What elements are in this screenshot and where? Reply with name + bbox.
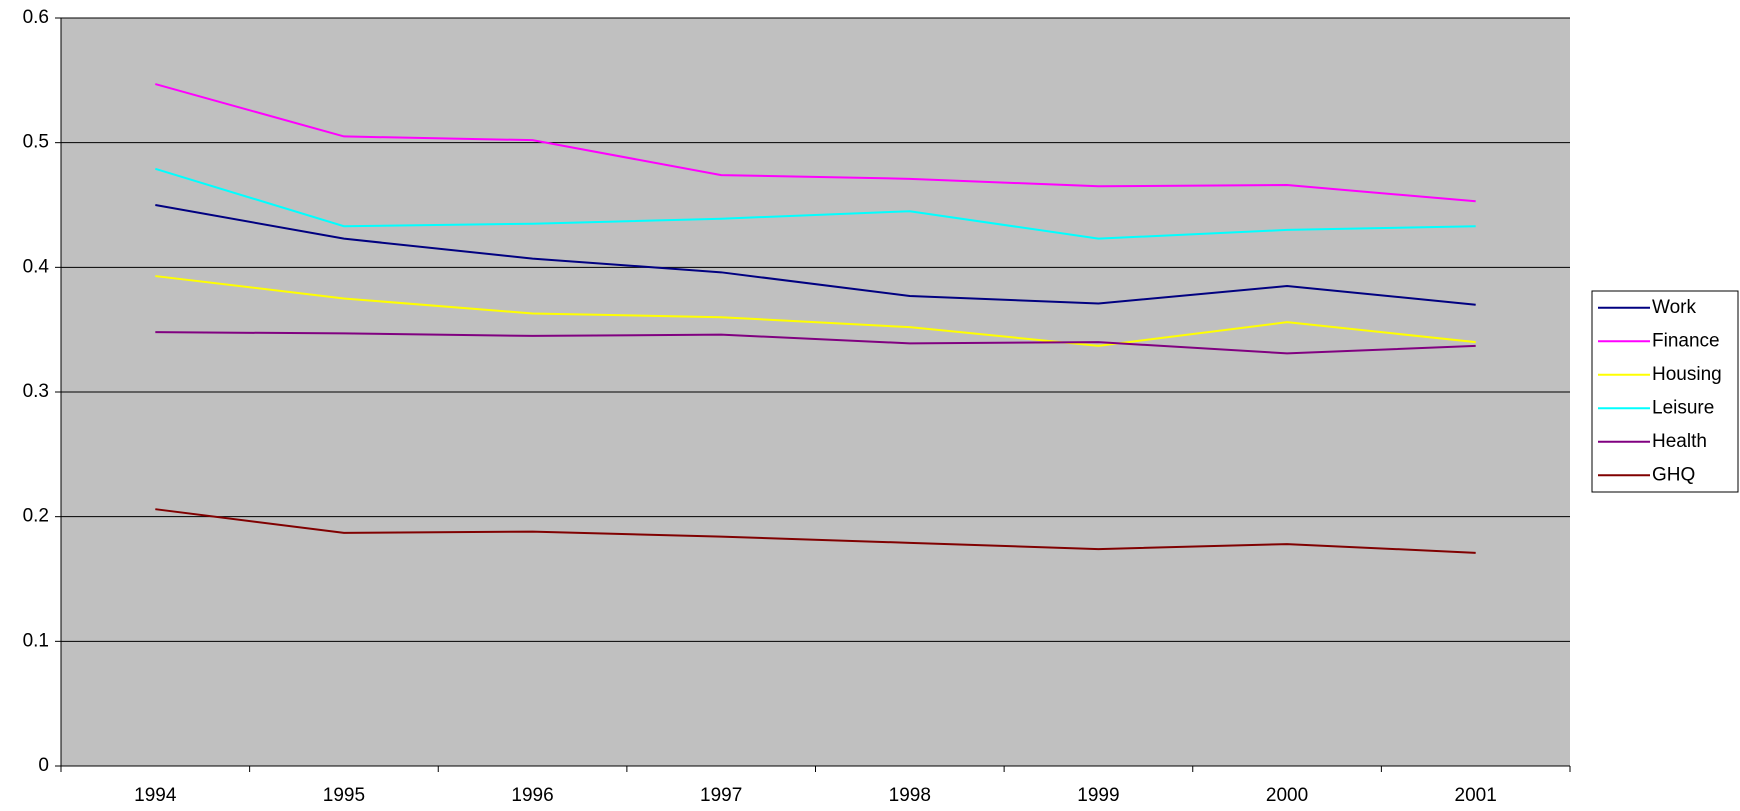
- legend-label: GHQ: [1652, 464, 1695, 485]
- y-tick-label: 0.1: [23, 630, 49, 651]
- legend-label: Leisure: [1652, 397, 1714, 418]
- legend-label: Work: [1652, 297, 1696, 318]
- legend-label: Health: [1652, 431, 1707, 452]
- y-tick-label: 0.3: [23, 381, 49, 402]
- y-tick-label: 0.4: [23, 256, 50, 277]
- y-tick-label: 0.5: [23, 132, 49, 153]
- legend-box: [1591, 290, 1739, 493]
- x-tick-label: 2001: [1455, 785, 1497, 806]
- series-line: [155, 275, 1476, 347]
- y-tick-label: 0: [38, 755, 49, 776]
- x-tick-label: 1996: [511, 785, 553, 806]
- y-tick-label: 0.6: [23, 7, 49, 28]
- legend-label: Housing: [1652, 364, 1722, 385]
- x-tick-label: 2000: [1266, 785, 1308, 806]
- x-tick-label: 1999: [1077, 785, 1119, 806]
- legend-label: Finance: [1652, 330, 1720, 351]
- series-line: [155, 204, 1476, 306]
- series-line: [155, 508, 1476, 554]
- y-tick-label: 0.2: [23, 506, 49, 527]
- x-tick-label: 1997: [700, 785, 742, 806]
- x-tick-label: 1995: [323, 785, 365, 806]
- x-tick-label: 1994: [134, 785, 177, 806]
- x-tick-label: 1998: [889, 785, 931, 806]
- series-line: [155, 331, 1476, 355]
- series-line: [155, 167, 1476, 240]
- series-line: [155, 83, 1476, 203]
